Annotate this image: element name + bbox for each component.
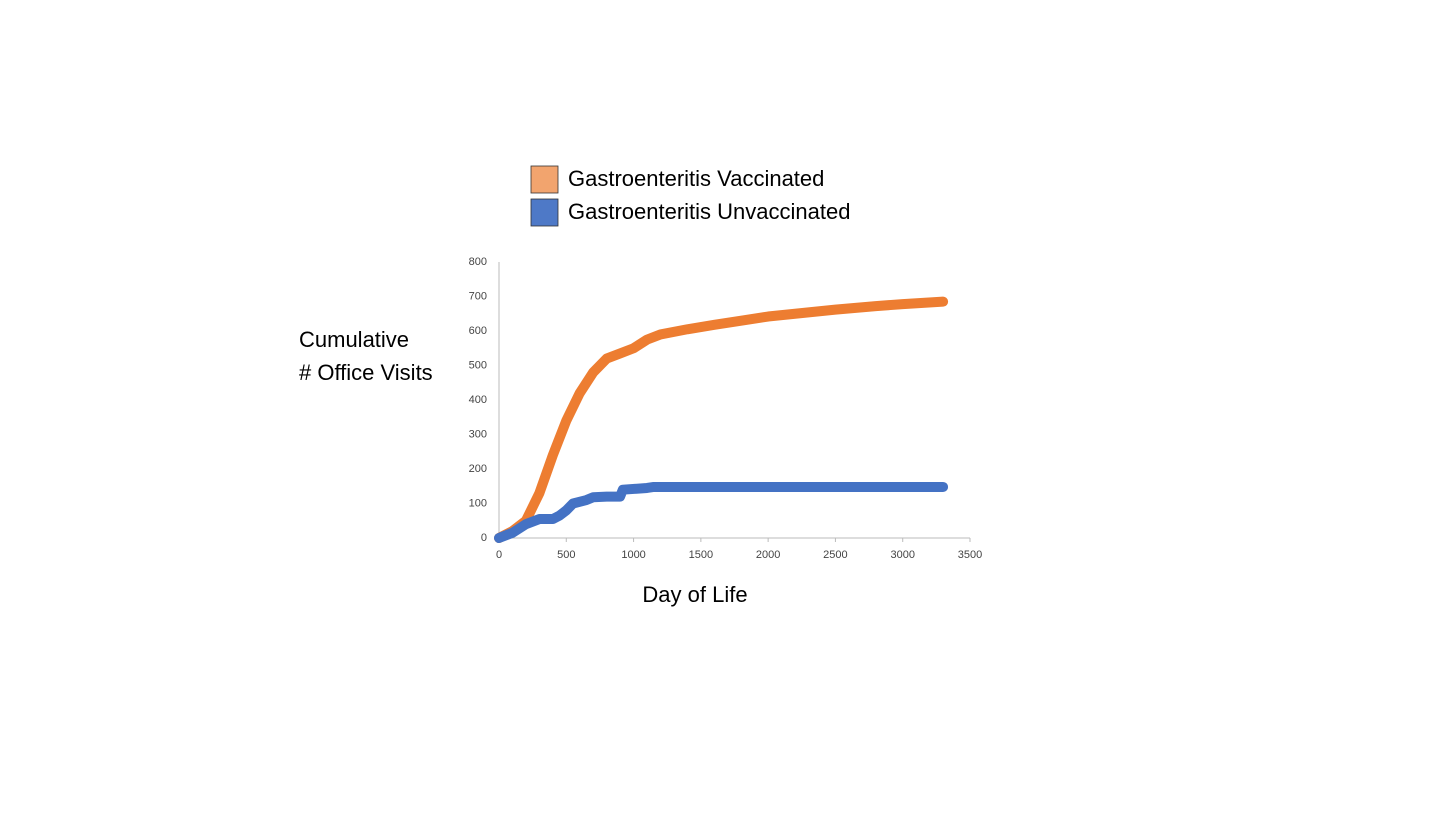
y-tick-label: 400	[469, 394, 487, 406]
x-tick-label: 500	[557, 549, 575, 561]
x-tick-label: 1500	[689, 549, 713, 561]
y-tick-label: 200	[469, 463, 487, 475]
series-line	[494, 481, 949, 543]
x-tick-label: 0	[496, 549, 502, 561]
x-tick-label: 2000	[756, 549, 780, 561]
y-tick-label: 800	[469, 256, 487, 268]
y-tick-label: 500	[469, 359, 487, 371]
y-tick-label: 0	[481, 532, 487, 544]
y-tick-label: 300	[469, 428, 487, 440]
y-tick-label: 600	[469, 325, 487, 337]
y-tick-label: 100	[469, 497, 487, 509]
y-axis-label: Cumulative	[299, 327, 409, 352]
x-axis-label: Day of Life	[642, 582, 747, 607]
x-tick-label: 3000	[890, 549, 914, 561]
x-tick-label: 1000	[621, 549, 645, 561]
y-tick-label: 700	[469, 290, 487, 302]
legend-swatch	[530, 198, 559, 227]
y-axis-label: # Office Visits	[299, 360, 433, 385]
legend-label: Gastroenteritis Vaccinated	[568, 166, 824, 191]
x-tick-label: 3500	[958, 549, 982, 561]
legend-swatch	[530, 165, 559, 194]
series-line	[494, 296, 949, 543]
legend-label: Gastroenteritis Unvaccinated	[568, 199, 850, 224]
x-tick-label: 2500	[823, 549, 847, 561]
